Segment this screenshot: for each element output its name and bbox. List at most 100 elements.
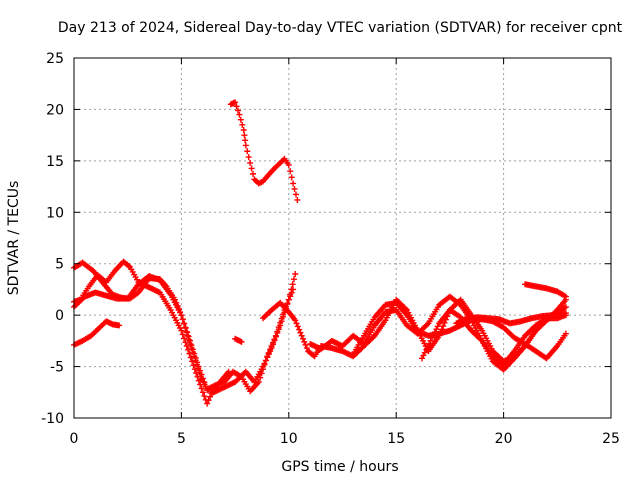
x-tick-label: 20 <box>495 431 513 447</box>
data-point <box>250 170 256 177</box>
data-point <box>116 322 123 329</box>
data-point <box>181 335 188 342</box>
series-arc-c <box>71 258 299 407</box>
data-point <box>232 99 239 106</box>
data-point <box>257 374 264 381</box>
x-tick-label: 25 <box>602 431 620 447</box>
y-tick-label: 20 <box>46 102 64 118</box>
data-point <box>248 165 255 172</box>
data-point <box>239 121 246 128</box>
data-point <box>262 357 269 364</box>
chart-title: Day 213 of 2024, Sidereal Day-to-day VTE… <box>58 20 623 36</box>
series-arc-d <box>71 318 123 348</box>
y-tick-label: 10 <box>46 205 64 221</box>
data-point <box>291 185 298 192</box>
data-point <box>189 358 196 365</box>
data-point <box>272 333 279 340</box>
data-point <box>197 381 204 388</box>
grid <box>74 58 611 418</box>
data-point <box>284 301 291 307</box>
y-tick-label: 15 <box>46 154 64 170</box>
data-point <box>242 142 249 149</box>
data-point <box>191 366 198 373</box>
series-arc-k <box>453 310 569 327</box>
data-point <box>303 345 310 352</box>
data-point <box>247 159 254 166</box>
data-point <box>194 359 201 366</box>
y-tick-label: -5 <box>50 360 64 376</box>
data-point <box>190 362 197 369</box>
axes: 0 5 10 15 20 25 -10 -5 0 5 10 15 20 25 <box>41 51 620 447</box>
data-point <box>125 262 132 269</box>
data-point <box>197 367 204 374</box>
data-point <box>185 346 192 353</box>
data-point <box>268 345 275 352</box>
data-point <box>293 320 300 327</box>
data-point <box>199 375 206 382</box>
data-point <box>205 397 212 404</box>
data-point <box>201 379 208 386</box>
y-tick-label: 0 <box>55 308 64 324</box>
data-point <box>195 377 202 384</box>
data-point <box>238 338 245 345</box>
data-point <box>187 354 194 361</box>
data-point <box>178 312 185 319</box>
data-point <box>244 148 251 155</box>
data-point <box>274 329 281 336</box>
data-point <box>265 351 272 358</box>
data-point <box>184 329 191 336</box>
data-point <box>202 383 209 390</box>
series-arc-b <box>71 273 232 394</box>
data-point <box>225 368 232 375</box>
x-tick-label: 15 <box>387 431 405 447</box>
data-point <box>261 360 268 367</box>
data-point <box>562 330 569 337</box>
data-point <box>237 116 244 123</box>
data-point <box>260 363 267 370</box>
data-point <box>292 191 299 198</box>
data-point <box>294 323 301 330</box>
series-arc-h <box>307 293 569 373</box>
data-point <box>199 389 206 396</box>
series-arc-j <box>418 307 569 368</box>
data-point <box>562 310 569 317</box>
data-point <box>207 393 214 400</box>
data-point <box>302 341 309 348</box>
data-point <box>287 168 294 175</box>
data-point <box>440 323 447 330</box>
y-tick-label: 25 <box>46 51 64 67</box>
data-point <box>178 327 185 334</box>
data-point <box>296 326 303 333</box>
data-point <box>241 132 248 139</box>
data-point <box>236 111 243 118</box>
data-point <box>270 341 277 348</box>
data-point <box>288 286 295 293</box>
data-point <box>245 154 252 161</box>
data-point <box>292 317 299 324</box>
data-point <box>277 322 284 329</box>
data-point <box>297 329 304 336</box>
x-tick-label: 10 <box>280 431 298 447</box>
data-point <box>298 332 305 339</box>
series-layer <box>71 99 569 407</box>
data-point <box>267 348 274 355</box>
x-axis-label: GPS time / hours <box>281 459 398 475</box>
data-point <box>290 276 297 283</box>
data-point <box>288 174 295 181</box>
data-point <box>562 303 569 310</box>
data-point <box>240 127 247 133</box>
data-point <box>186 337 193 344</box>
data-point <box>234 107 241 114</box>
data-point <box>188 342 195 349</box>
data-point <box>278 318 285 325</box>
y-axis-label: SDTVAR / TECUs <box>6 181 22 296</box>
data-point <box>181 320 188 327</box>
data-point <box>195 363 202 370</box>
data-point <box>182 325 189 331</box>
data-point <box>186 350 193 357</box>
series-arc-l <box>522 281 569 300</box>
data-point <box>562 293 569 300</box>
data-point <box>285 296 292 303</box>
